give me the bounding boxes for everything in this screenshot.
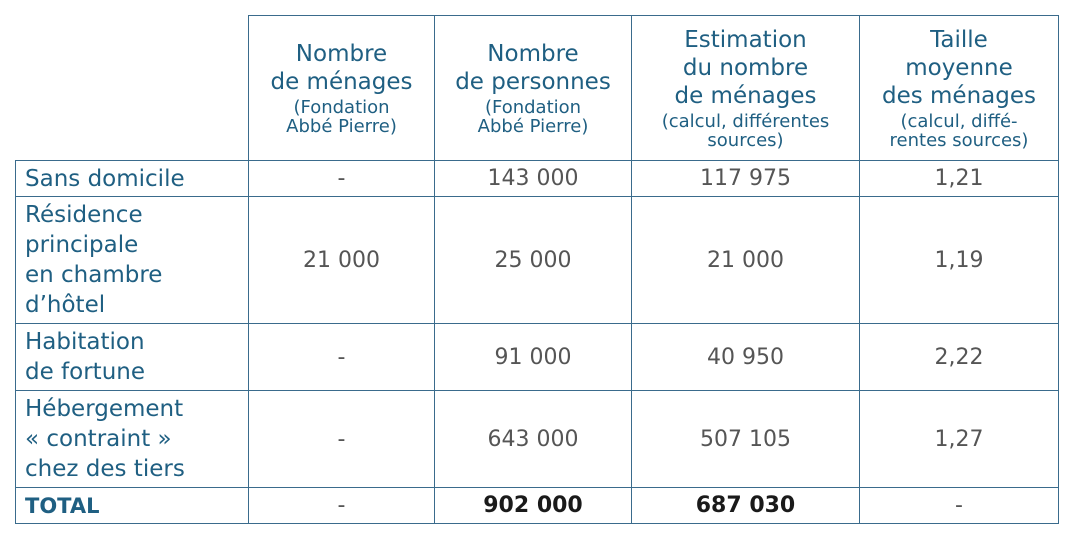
table-cell: 1,21: [859, 160, 1059, 197]
col-header-title: Nombre de ménages: [270, 41, 413, 95]
col-header-title: Nombre de personnes: [455, 41, 611, 95]
corner-cell: [15, 15, 249, 161]
table-cell: 507 105: [631, 390, 860, 488]
table-row: Habitation de fortune - 91 000 40 950 2,…: [15, 323, 1059, 391]
col-header-source: (Fondation Abbé Pierre): [477, 97, 589, 137]
table-cell: -: [248, 160, 435, 197]
col-header-source: (calcul, différentes sources): [661, 111, 830, 151]
data-table: Nombre de ménages (Fondation Abbé Pierre…: [15, 15, 1059, 524]
table-cell: 40 950: [631, 323, 860, 391]
table-row: Résidence principale en chambre d’hôtel …: [15, 196, 1059, 324]
row-label: Sans domicile: [15, 160, 249, 197]
table-cell: 1,27: [859, 390, 1059, 488]
table-cell: -: [248, 390, 435, 488]
table-cell: 25 000: [434, 196, 632, 324]
table-cell: 643 000: [434, 390, 632, 488]
header-row: Nombre de ménages (Fondation Abbé Pierre…: [15, 15, 1059, 161]
table-cell: 21 000: [631, 196, 860, 324]
table-cell: 91 000: [434, 323, 632, 391]
table-cell: -: [859, 487, 1059, 524]
row-label: Hébergement « contraint » chez des tiers: [15, 390, 249, 488]
total-label: TOTAL: [15, 487, 249, 524]
table-cell: 1,19: [859, 196, 1059, 324]
total-personnes: 902 000: [434, 487, 632, 524]
table-cell: 117 975: [631, 160, 860, 197]
table-cell: -: [248, 487, 435, 524]
row-label: Habitation de fortune: [15, 323, 249, 391]
table-cell: -: [248, 323, 435, 391]
col-header-estimation: Estimation du nombre de ménages (calcul,…: [631, 15, 860, 161]
col-header-nombre-menages: Nombre de ménages (Fondation Abbé Pierre…: [248, 15, 435, 161]
row-label: Résidence principale en chambre d’hôtel: [15, 196, 249, 324]
table-cell: 143 000: [434, 160, 632, 197]
table-cell: 2,22: [859, 323, 1059, 391]
col-header-nombre-personnes: Nombre de personnes (Fondation Abbé Pier…: [434, 15, 632, 161]
col-header-source: (calcul, diffé- rentes sources): [889, 111, 1029, 151]
total-menages: 687 030: [631, 487, 860, 524]
total-row: TOTAL - 902 000 687 030 -: [15, 487, 1059, 524]
col-header-title: Taille moyenne des ménages: [881, 27, 1036, 109]
table-row: Hébergement « contraint » chez des tiers…: [15, 390, 1059, 488]
col-header-source: (Fondation Abbé Pierre): [286, 97, 397, 137]
table-row: Sans domicile - 143 000 117 975 1,21: [15, 160, 1059, 197]
table-cell: 21 000: [248, 196, 435, 324]
col-header-taille-moyenne: Taille moyenne des ménages (calcul, diff…: [859, 15, 1059, 161]
col-header-title: Estimation du nombre de ménages: [674, 27, 817, 109]
